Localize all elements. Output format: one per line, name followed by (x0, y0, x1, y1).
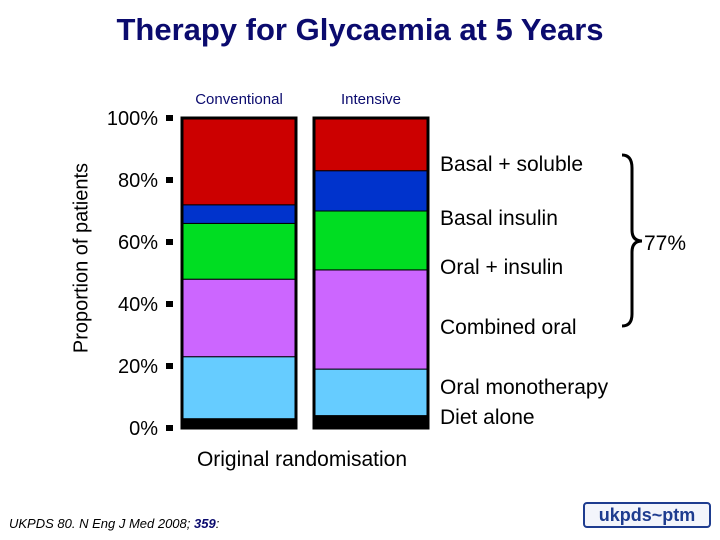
y-tick-mark (166, 115, 173, 121)
legend-brace (621, 153, 643, 328)
bar-segment-intensive-basal-soluble (313, 117, 429, 172)
legend-basal-insulin: Basal insulin (440, 207, 558, 230)
chart-title: Therapy for Glycaemia at 5 Years (116, 12, 604, 47)
bar-segment-intensive-basal-insulin (313, 170, 429, 212)
legend-diet-alone: Diet alone (440, 406, 535, 429)
legend-basal-soluble: Basal + soluble (440, 153, 584, 176)
bar-segment-conventional-basal-soluble (181, 117, 297, 206)
legend-oral-monotherapy: Oral monotherapy (440, 376, 609, 399)
y-tick-mark (166, 301, 173, 307)
legend-oral-insulin: Oral + insulin (440, 256, 564, 279)
y-tick-mark (166, 177, 173, 183)
y-tick-label: 80% (118, 170, 158, 192)
x-axis-label: Original randomisation (197, 448, 407, 471)
y-tick-mark (166, 363, 173, 369)
bar-segment-conventional-oral-insulin (181, 222, 297, 280)
bar-segment-conventional-basal-insulin (181, 204, 297, 224)
y-tick-mark (166, 239, 173, 245)
bar-outline-conventional (180, 116, 298, 430)
bar-segment-conventional-combined-oral (181, 278, 297, 358)
y-tick-mark (166, 425, 173, 431)
bar-outline-intensive (312, 116, 430, 430)
bar-segment-intensive-diet-alone (313, 415, 429, 429)
legend-combined-oral: Combined oral (440, 316, 577, 339)
category-label-conventional: Conventional (195, 91, 283, 108)
y-tick-label: 0% (129, 418, 158, 440)
y-tick-label: 100% (107, 108, 158, 130)
y-tick-label: 60% (118, 232, 158, 254)
citation-volume: 359 (193, 516, 216, 531)
y-tick-label: 20% (118, 356, 158, 378)
bar-segment-intensive-combined-oral (313, 269, 429, 370)
bar-segment-intensive-oral-monotherapy (313, 368, 429, 417)
bar-segment-conventional-oral-monotherapy (181, 356, 297, 420)
y-tick-label: 40% (118, 294, 158, 316)
citation: UKPDS 80. N Eng J Med 2008; 359: (9, 516, 219, 531)
citation-text: UKPDS 80. N Eng J Med 2008; (9, 516, 194, 531)
brace-percentage-label: 77% (644, 232, 687, 255)
bar-segment-intensive-oral-insulin (313, 210, 429, 271)
ukpds-logo: ukpds~ptm (583, 502, 711, 528)
citation-suffix: : (215, 516, 220, 531)
category-label-intensive: Intensive (341, 91, 401, 108)
